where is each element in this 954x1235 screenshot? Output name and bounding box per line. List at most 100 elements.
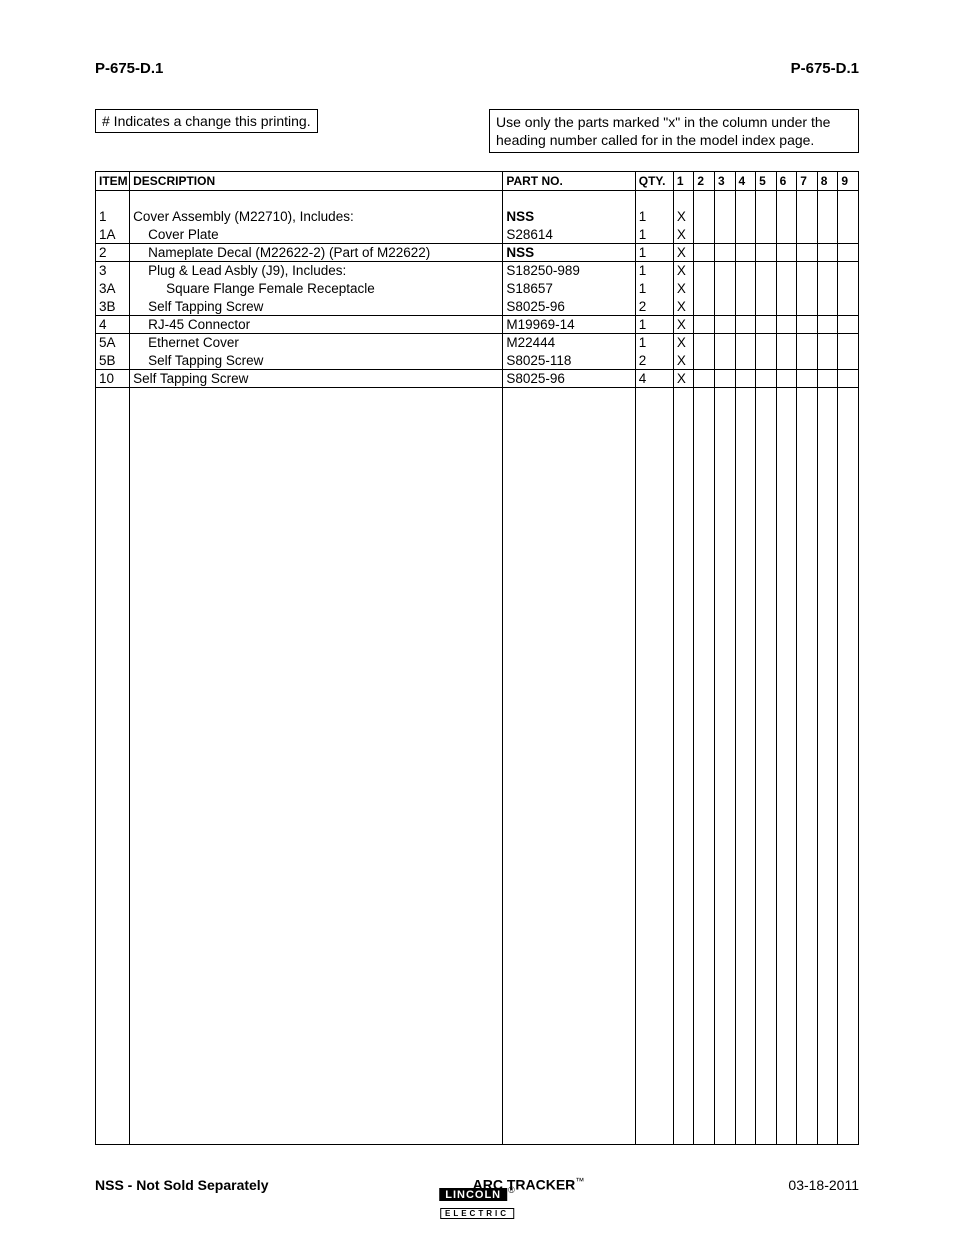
table-empty-row xyxy=(96,1018,859,1036)
cell-partno: S8025-96 xyxy=(503,298,635,316)
table-cell xyxy=(797,946,818,964)
table-cell xyxy=(797,532,818,550)
table-cell xyxy=(673,424,694,442)
table-cell xyxy=(130,712,503,730)
table-cell xyxy=(694,514,715,532)
table-cell xyxy=(714,586,735,604)
table-empty-row xyxy=(96,802,859,820)
table-cell xyxy=(797,766,818,784)
cell-mark-7 xyxy=(797,226,818,244)
table-cell xyxy=(694,424,715,442)
table-row: 10Self Tapping ScrewS8025-964X xyxy=(96,370,859,388)
table-cell xyxy=(673,982,694,1000)
table-cell xyxy=(503,604,635,622)
cell-mark-1: X xyxy=(673,226,694,244)
table-cell xyxy=(503,694,635,712)
table-cell xyxy=(96,1000,130,1018)
cell-mark-8 xyxy=(817,334,838,352)
cell-mark-7 xyxy=(797,298,818,316)
table-cell xyxy=(130,874,503,892)
cell-mark-3 xyxy=(714,226,735,244)
table-empty-row xyxy=(96,820,859,838)
table-empty-row xyxy=(96,586,859,604)
cell-mark-7 xyxy=(797,334,818,352)
table-cell xyxy=(735,730,756,748)
table-cell xyxy=(673,802,694,820)
cell-mark-4 xyxy=(735,208,756,226)
table-cell xyxy=(130,568,503,586)
table-cell xyxy=(714,532,735,550)
table-cell xyxy=(838,892,859,910)
logo-reg-mark: ® xyxy=(508,1185,515,1195)
table-cell xyxy=(714,838,735,856)
table-cell xyxy=(776,586,797,604)
cell-qty: 1 xyxy=(635,226,673,244)
table-cell xyxy=(776,784,797,802)
table-cell xyxy=(817,1018,838,1036)
table-cell xyxy=(797,586,818,604)
table-cell xyxy=(635,514,673,532)
table-cell xyxy=(838,1108,859,1126)
table-cell xyxy=(817,658,838,676)
table-cell xyxy=(714,1054,735,1072)
table-cell xyxy=(735,928,756,946)
cell-mark-9 xyxy=(838,244,859,262)
cell-mark-9 xyxy=(838,316,859,334)
table-cell xyxy=(797,388,818,406)
table-cell xyxy=(96,748,130,766)
table-cell xyxy=(130,191,503,209)
table-cell xyxy=(817,694,838,712)
table-cell xyxy=(776,622,797,640)
table-cell xyxy=(817,496,838,514)
table-cell xyxy=(735,496,756,514)
table-cell xyxy=(817,586,838,604)
table-cell xyxy=(776,694,797,712)
cell-mark-3 xyxy=(714,316,735,334)
table-cell xyxy=(838,946,859,964)
cell-description: Self Tapping Screw xyxy=(130,352,503,370)
table-cell xyxy=(776,191,797,209)
table-cell xyxy=(503,550,635,568)
table-empty-row xyxy=(96,694,859,712)
table-cell xyxy=(776,1126,797,1144)
table-cell xyxy=(756,1000,777,1018)
table-cell xyxy=(735,838,756,856)
table-cell xyxy=(735,406,756,424)
table-cell xyxy=(817,982,838,1000)
table-cell xyxy=(714,856,735,874)
table-cell xyxy=(694,568,715,586)
header-row: P-675-D.1 P-675-D.1 xyxy=(95,60,859,77)
table-cell xyxy=(714,802,735,820)
table-cell xyxy=(96,1018,130,1036)
table-cell xyxy=(673,532,694,550)
table-cell xyxy=(673,568,694,586)
table-cell xyxy=(756,1054,777,1072)
table-cell xyxy=(673,712,694,730)
table-cell xyxy=(756,892,777,910)
table-cell xyxy=(776,820,797,838)
th-qty: QTY. xyxy=(635,172,673,191)
table-cell xyxy=(673,1090,694,1108)
table-cell xyxy=(635,766,673,784)
table-cell xyxy=(96,856,130,874)
table-cell xyxy=(694,838,715,856)
table-cell xyxy=(797,1000,818,1018)
table-cell xyxy=(694,964,715,982)
table-cell xyxy=(817,730,838,748)
table-cell xyxy=(756,910,777,928)
table-cell xyxy=(735,1054,756,1072)
table-empty-row xyxy=(96,640,859,658)
table-cell xyxy=(838,442,859,460)
table-cell xyxy=(503,910,635,928)
table-cell xyxy=(503,784,635,802)
cell-mark-5 xyxy=(756,244,777,262)
cell-description: Cover Assembly (M22710), Includes: xyxy=(130,208,503,226)
table-cell xyxy=(503,658,635,676)
table-cell xyxy=(130,1108,503,1126)
table-cell xyxy=(776,658,797,676)
table-cell xyxy=(756,496,777,514)
cell-mark-6 xyxy=(776,370,797,388)
table-cell xyxy=(817,622,838,640)
table-cell xyxy=(756,568,777,586)
table-cell xyxy=(635,460,673,478)
